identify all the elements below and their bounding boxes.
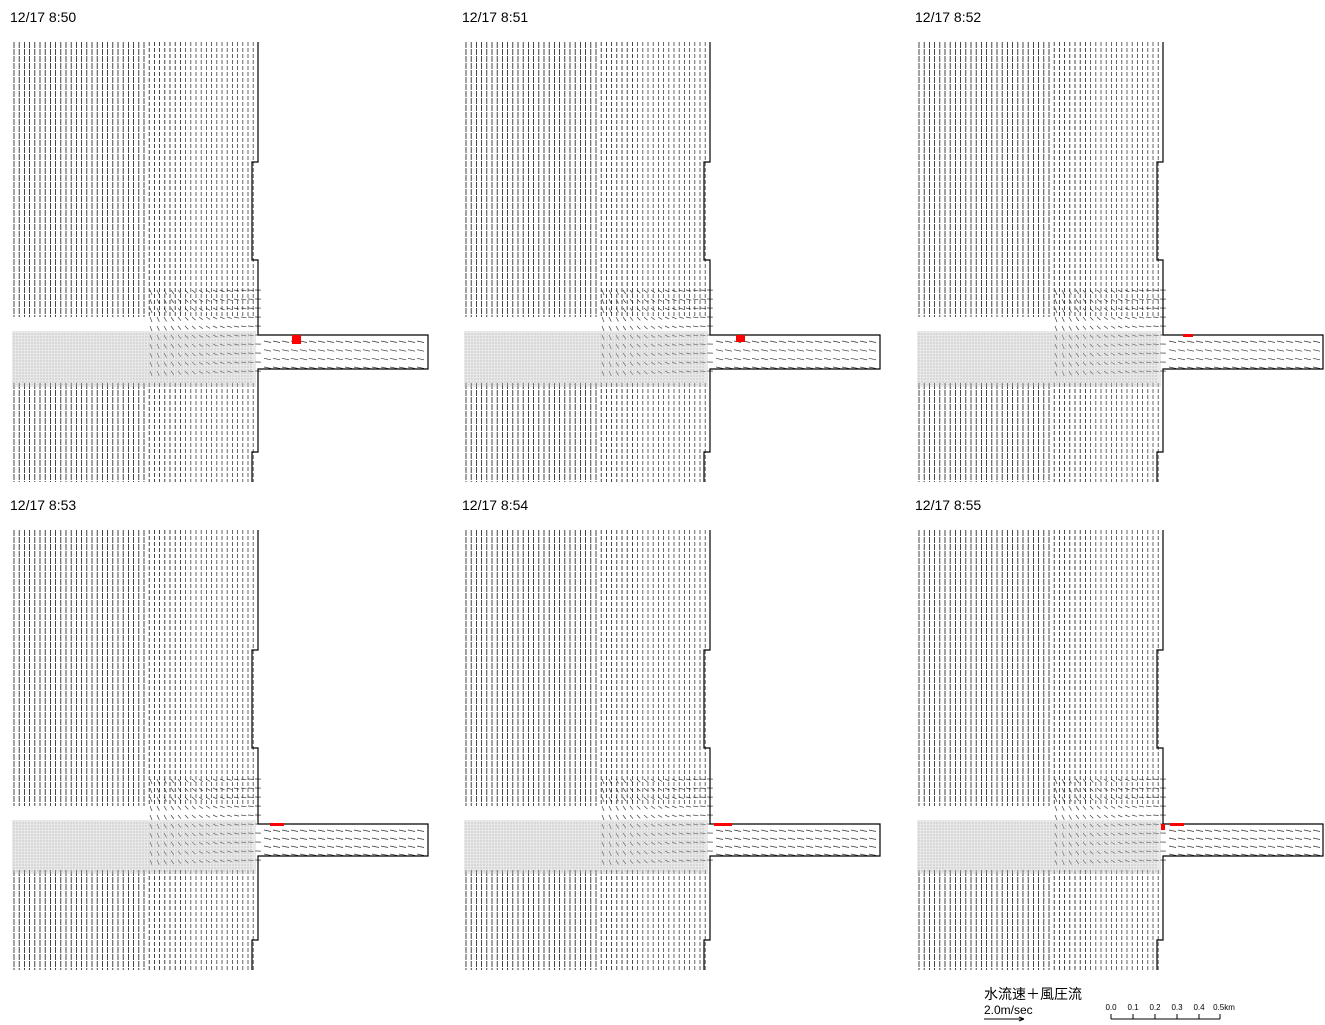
vector-field xyxy=(917,530,1324,970)
vector-field xyxy=(464,530,881,970)
panel-timestamp: 12/17 8:52 xyxy=(915,9,982,25)
panel-timestamp: 12/17 8:50 xyxy=(10,9,77,25)
scale-tick-label: 0.2 xyxy=(1149,1003,1161,1012)
vector-field xyxy=(917,42,1324,482)
scale-tick-label: 0.0 xyxy=(1105,1003,1117,1012)
flow-panel-6: 12/17 8:55 xyxy=(915,496,1325,986)
flow-panel-3: 12/17 8:52 xyxy=(915,8,1325,498)
panel-timestamp: 12/17 8:55 xyxy=(915,497,982,513)
panel-timestamp: 12/17 8:53 xyxy=(10,497,77,513)
reference-arrow-and-scale xyxy=(984,1014,1221,1022)
scale-tick-label: 0.5km xyxy=(1213,1003,1235,1012)
scale-tick-label: 0.4 xyxy=(1193,1003,1205,1012)
vector-field xyxy=(12,530,429,970)
vector-field xyxy=(12,42,429,482)
reference-speed: 2.0m/sec xyxy=(984,1003,1033,1017)
flow-panel-4: 12/17 8:53 xyxy=(10,496,430,986)
scale-tick-label: 0.1 xyxy=(1127,1003,1139,1012)
panel-timestamp: 12/17 8:51 xyxy=(462,9,529,25)
vector-field xyxy=(464,42,881,482)
flow-panel-1: 12/17 8:50 xyxy=(10,8,430,498)
scale-bar xyxy=(1110,1014,1221,1020)
legend: 水流速＋風圧流 2.0m/sec 0.0 0.1 0.2 0.3 0.4 0.5… xyxy=(984,986,1314,1022)
flow-panel-5: 12/17 8:54 xyxy=(462,496,882,986)
flow-panel-2: 12/17 8:51 xyxy=(462,8,882,498)
scale-tick-label: 0.3 xyxy=(1171,1003,1183,1012)
panel-timestamp: 12/17 8:54 xyxy=(462,497,529,513)
legend-label: 水流速＋風圧流 xyxy=(984,986,1082,1002)
